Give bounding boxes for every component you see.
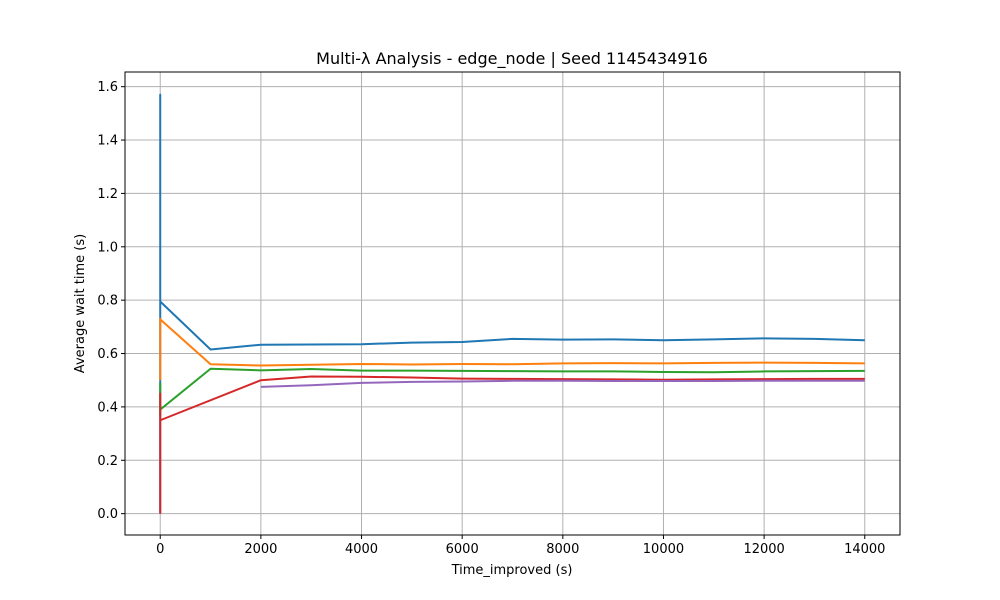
x-axis-ticks: 0 2000 4000 6000 8000 10000 12000 14000: [156, 535, 885, 557]
x-tick-label: 0: [156, 542, 164, 557]
x-tick-label: 2000: [244, 542, 277, 557]
x-tick-label: 8000: [546, 542, 579, 557]
x-tick-label: 12000: [743, 542, 784, 557]
y-tick-label: 1.0: [97, 240, 118, 255]
series-line-1: [159, 93, 865, 514]
y-tick-label: 0.8: [97, 294, 118, 309]
series-line-2: [159, 317, 865, 381]
x-axis-label: Time_improved (s): [451, 563, 573, 578]
series-line-4: [159, 375, 865, 514]
y-tick-label: 1.2: [97, 187, 118, 202]
y-tick-label: 0.0: [97, 507, 118, 522]
x-tick-label: 4000: [345, 542, 378, 557]
plot-frame: [124, 71, 901, 536]
series-group: [159, 93, 865, 514]
grid: [125, 72, 900, 535]
series-line-5: [260, 379, 865, 388]
y-axis-label: Average wait time (s): [73, 234, 88, 373]
y-tick-label: 1.6: [97, 80, 118, 95]
y-tick-label: 0.4: [97, 400, 118, 415]
series-line-3: [159, 367, 865, 416]
y-tick-label: 0.2: [97, 454, 118, 469]
x-tick-label: 10000: [643, 542, 684, 557]
chart-title: Multi-λ Analysis - edge_node | Seed 1145…: [316, 49, 708, 69]
y-axis-ticks: 0.0 0.2 0.4 0.6 0.8 1.0 1.2 1.4 1.6: [97, 80, 125, 522]
y-tick-label: 1.4: [97, 134, 118, 149]
x-tick-label: 14000: [844, 542, 885, 557]
x-tick-label: 6000: [446, 542, 479, 557]
y-tick-label: 0.6: [97, 347, 118, 362]
